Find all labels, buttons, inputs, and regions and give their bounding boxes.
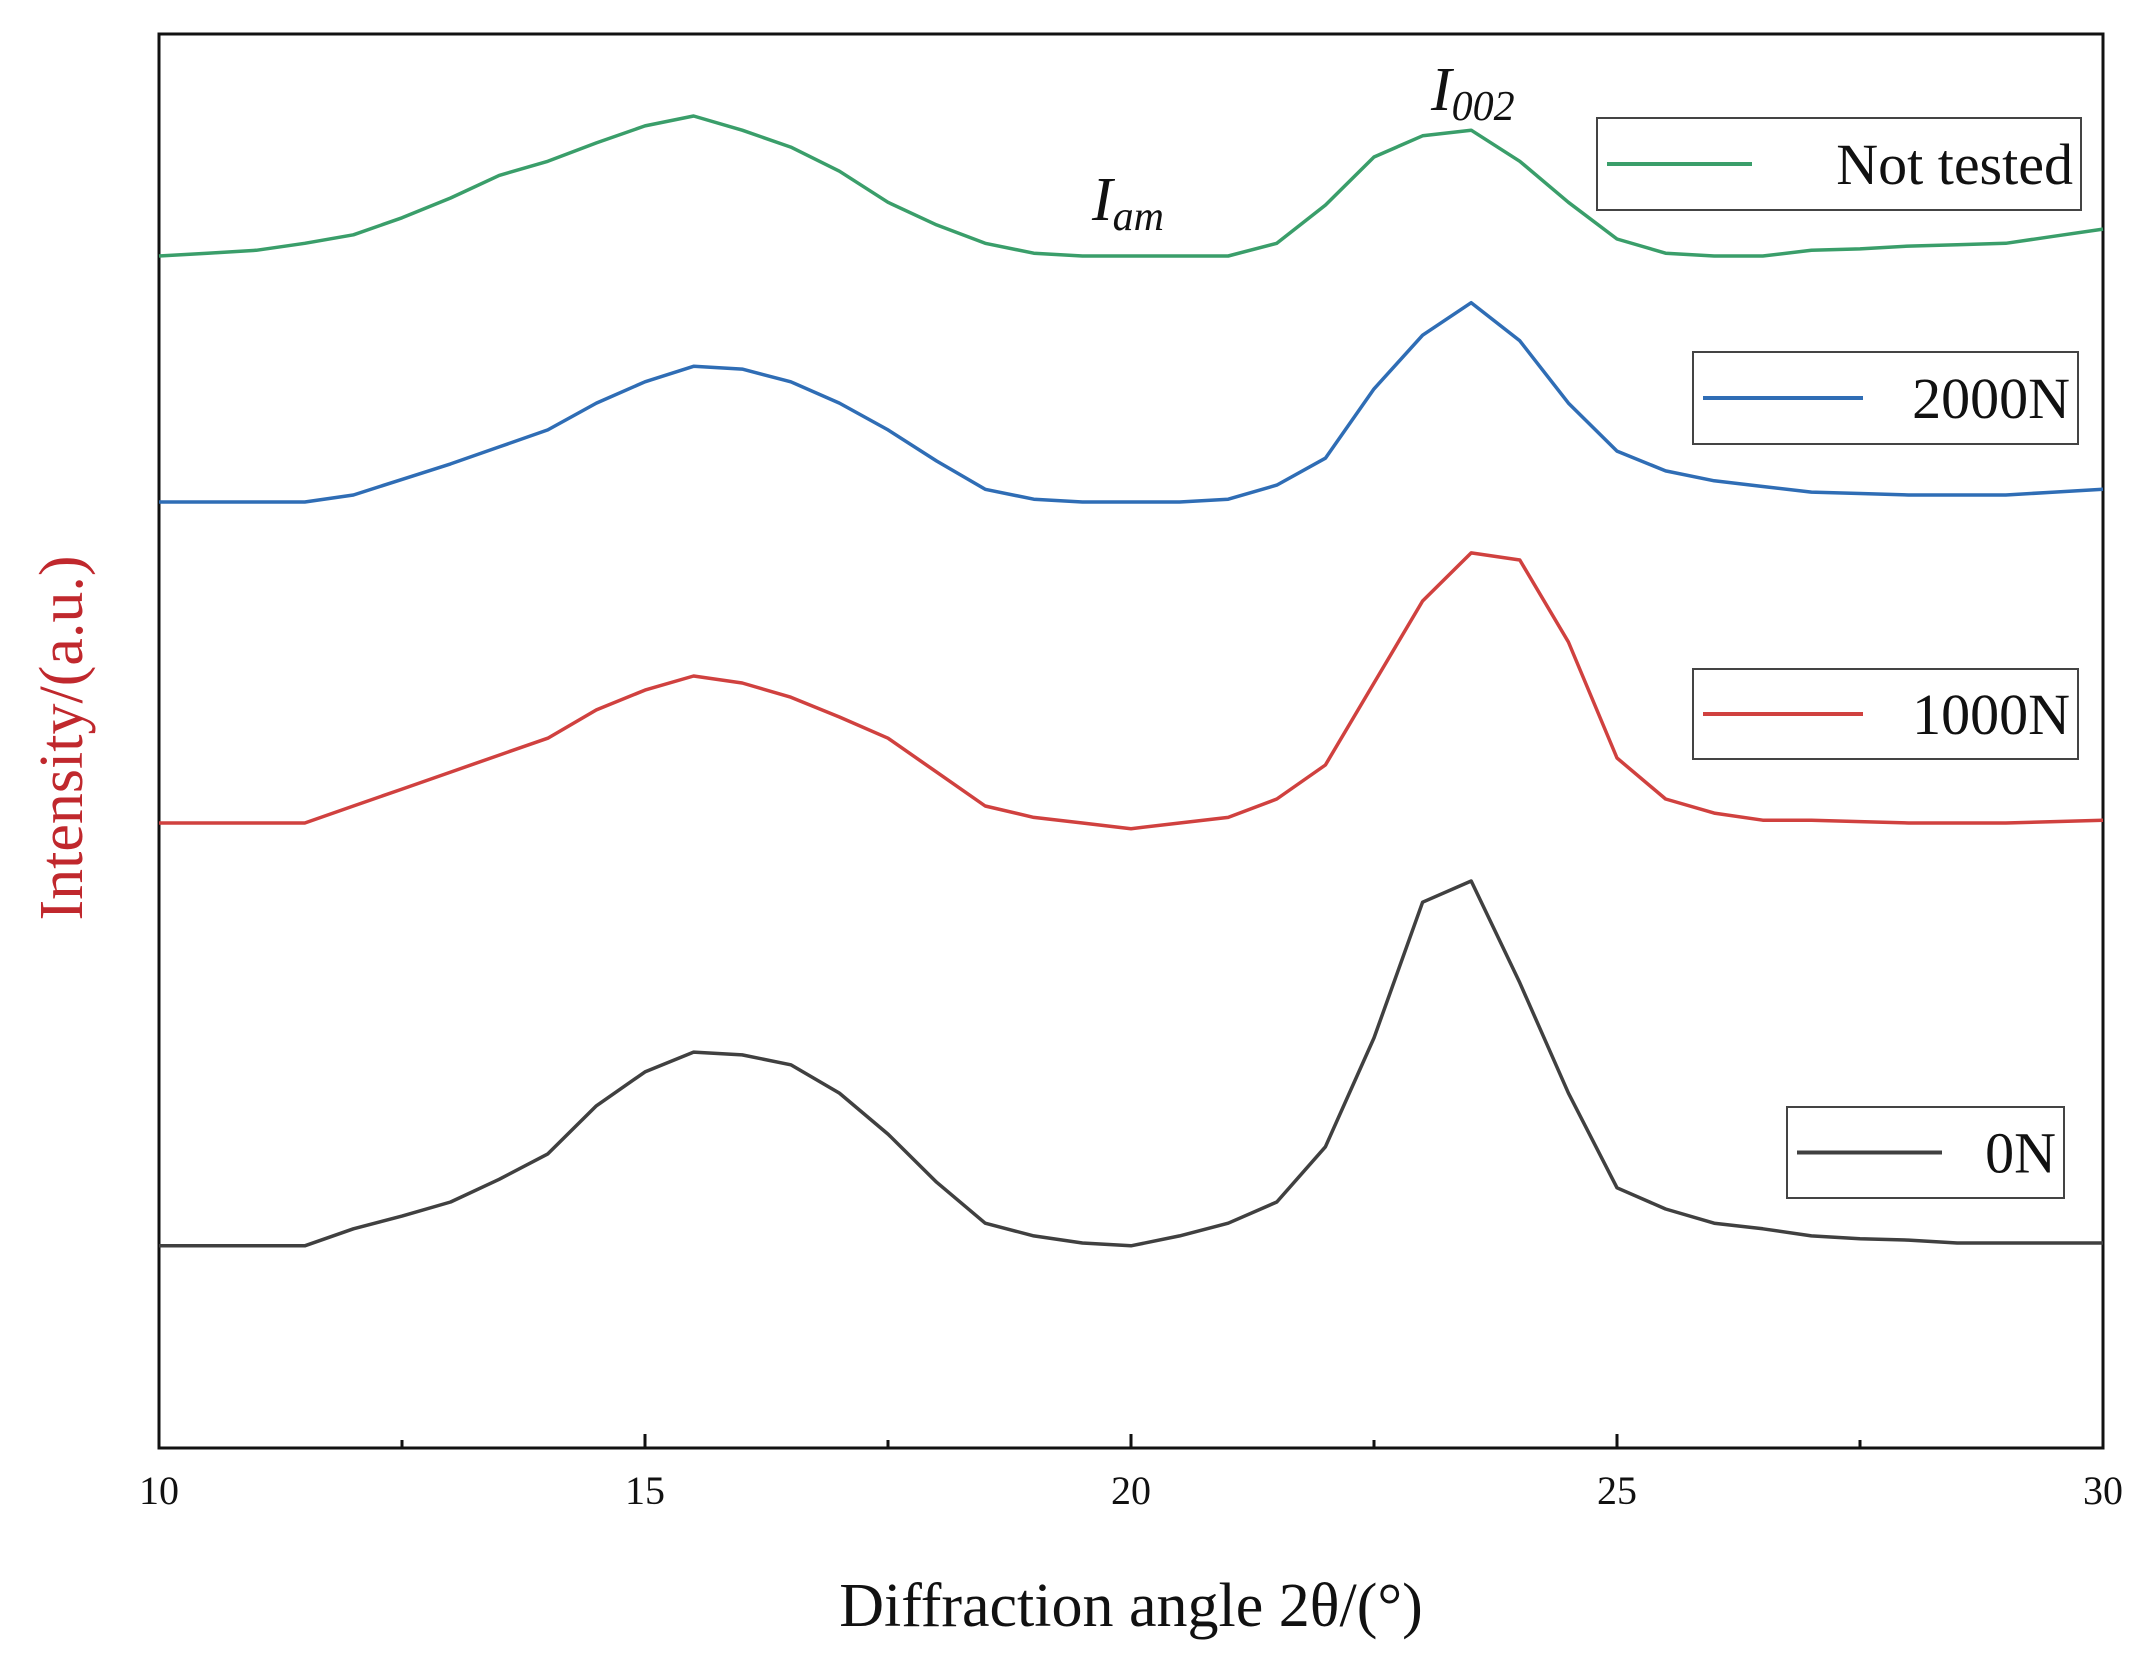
legend-item: Not tested: [1596, 117, 2082, 211]
series-line: [159, 551, 2104, 831]
series-line: [159, 879, 2103, 1248]
legend-label: 2000N: [1912, 366, 2070, 431]
series-line: [159, 300, 2104, 504]
annotation-subscript: am: [1113, 194, 1164, 240]
legend-label: 0N: [1985, 1121, 2056, 1186]
series-line: [158, 114, 2104, 258]
x-axis-label: Diffraction angle 2θ/(°): [839, 1572, 1423, 1640]
legend-item: 0N: [1786, 1106, 2065, 1199]
legend-item: 1000N: [1692, 668, 2079, 760]
y-axis-label: Intensity/(a.u.): [28, 555, 96, 920]
x-tick-label: 20: [1111, 1468, 1151, 1513]
annotation-subscript: 002: [1452, 84, 1515, 130]
annotation-symbol: I: [1091, 166, 1116, 234]
x-tick-label: 15: [625, 1468, 665, 1513]
annotation: Iam: [1091, 166, 1164, 240]
annotation: I002: [1430, 56, 1515, 130]
x-tick-label: 10: [139, 1468, 179, 1513]
legend-label: 1000N: [1912, 682, 2070, 747]
x-tick-label: 25: [1597, 1468, 1637, 1513]
legend-item: 2000N: [1692, 351, 2079, 445]
x-tick-label: 30: [2083, 1468, 2123, 1513]
annotation-symbol: I: [1430, 56, 1455, 124]
legend-label: Not tested: [1836, 132, 2073, 197]
